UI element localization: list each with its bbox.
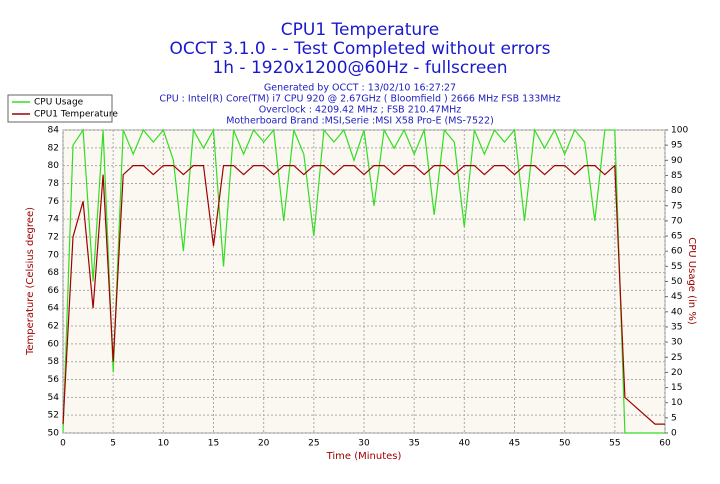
x-tick-label: 50 (559, 439, 571, 449)
y-tick-label: 72 (48, 232, 59, 242)
y2-tick-label: 20 (671, 368, 683, 378)
y-tick-label: 74 (48, 215, 60, 225)
y-tick-label: 68 (48, 268, 60, 278)
y-tick-label: 70 (48, 250, 60, 260)
legend (7, 94, 113, 123)
y-tick-label: 50 (48, 429, 60, 439)
y2-tick-label: 85 (671, 171, 682, 181)
y2-tick-label: 35 (671, 322, 682, 332)
y-tick-label: 76 (48, 197, 60, 207)
y2-tick-label: 75 (671, 201, 682, 211)
x-tick-label: 20 (258, 439, 270, 449)
y2-tick-label: 60 (671, 247, 683, 257)
x-tick-label: 25 (308, 439, 319, 449)
y-tick-label: 62 (48, 322, 59, 332)
series-line (62, 127, 665, 434)
y-tick-label: 80 (48, 161, 60, 171)
y-tick-label: 82 (48, 143, 59, 153)
info: Motherboard Brand :MSI,Serie :MSI X58 Pr… (226, 116, 494, 127)
info: Overclock : 4209.42 MHz ; FSB 210.47MHz (259, 105, 462, 116)
y-tick-label: 78 (48, 179, 60, 189)
x-tick-label: 55 (609, 439, 620, 449)
y-tick-label: 60 (48, 339, 60, 349)
y-axis-label: Temperature (Celsius degree) (25, 207, 36, 356)
y2-tick-label: 30 (671, 338, 683, 348)
y2-tick-label: 90 (671, 156, 683, 166)
series-line (62, 164, 665, 425)
y-tick-label: 52 (48, 411, 59, 421)
y2-tick-label: 70 (671, 216, 683, 226)
y2-tick-label: 10 (671, 398, 683, 408)
x-tick-label: 10 (158, 439, 170, 449)
y2-tick-label: 5 (671, 413, 677, 423)
x-tick-label: 45 (509, 439, 520, 449)
chart-title: CPU1 Temperature (281, 20, 439, 40)
y2-tick-label: 45 (671, 292, 682, 302)
y2-tick-label: 0 (671, 429, 677, 439)
y-tick-label: 64 (48, 304, 60, 314)
info: Generated by OCCT : 13/02/10 16:27:27 (264, 83, 456, 94)
subtitle: OCCT 3.1.0 - - Test Completed without er… (170, 39, 551, 59)
info: CPU : Intel(R) Core(TM) i7 CPU 920 @ 2.6… (159, 94, 560, 105)
y2-tick-label: 15 (671, 383, 682, 393)
x-tick-label: 15 (208, 439, 219, 449)
legend-label: CPU Usage (34, 98, 84, 108)
y-tick-label: 84 (48, 126, 60, 136)
x-tick-label: 35 (408, 439, 419, 449)
y2-axis-label: CPU Usage (in %) (686, 237, 697, 325)
y2-tick-label: 65 (671, 232, 682, 242)
y-tick-label: 58 (48, 357, 60, 367)
x-tick-label: 5 (110, 439, 116, 449)
x-axis-label: Time (Minutes) (326, 451, 402, 462)
y2-tick-label: 80 (671, 186, 683, 196)
y-tick-label: 66 (48, 286, 60, 296)
y2-tick-label: 50 (671, 277, 683, 287)
subtitle: 1h - 1920x1200@60Hz - fullscreen (212, 58, 507, 78)
y2-tick-label: 40 (671, 307, 683, 317)
y-tick-label: 54 (48, 393, 60, 403)
x-tick-label: 60 (659, 439, 671, 449)
y2-tick-label: 55 (671, 262, 682, 272)
y2-tick-label: 100 (671, 126, 688, 136)
x-tick-label: 40 (459, 439, 471, 449)
y2-tick-label: 95 (671, 141, 682, 151)
y2-tick-label: 25 (671, 353, 682, 363)
legend-label: CPU1 Temperature (34, 110, 118, 120)
x-tick-label: 30 (358, 439, 370, 449)
x-tick-label: 0 (60, 439, 66, 449)
y-tick-label: 56 (48, 375, 60, 385)
